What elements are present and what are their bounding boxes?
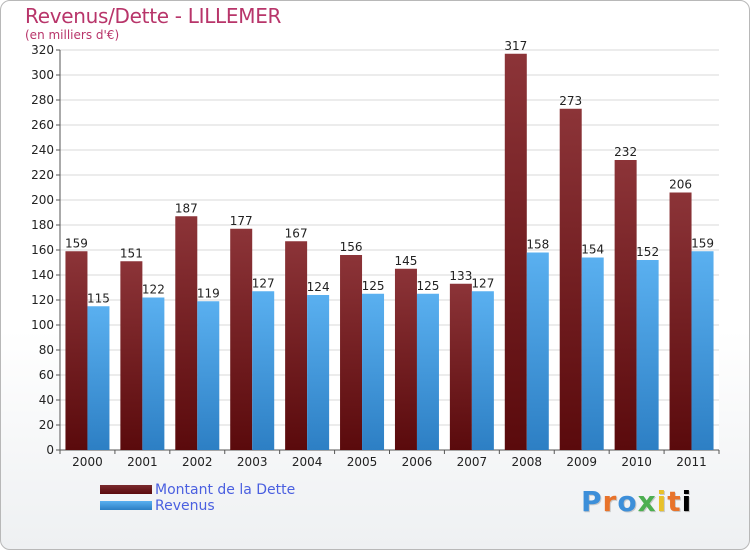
x-tick-label: 2006 — [402, 455, 433, 469]
debt-value-label: 156 — [340, 240, 363, 254]
y-tick-label: 80 — [39, 343, 54, 357]
revenue-value-label: 127 — [471, 276, 494, 290]
chart-subtitle: (en milliers d'€) — [25, 28, 120, 42]
x-tick-label: 2004 — [292, 455, 323, 469]
x-tick-label: 2011 — [676, 455, 707, 469]
revenue-value-label: 124 — [307, 280, 330, 294]
debt-value-label: 133 — [449, 269, 472, 283]
y-tick-label: 240 — [31, 143, 54, 157]
revenue-value-label: 119 — [197, 286, 220, 300]
x-tick-label: 2003 — [237, 455, 268, 469]
debt-bar — [669, 192, 692, 450]
y-tick-label: 100 — [31, 318, 54, 332]
y-tick-label: 160 — [31, 243, 54, 257]
y-tick-label: 220 — [31, 168, 54, 182]
revenue-bar — [197, 301, 220, 450]
chart-title: Revenus/Dette - LILLEMER — [25, 4, 282, 28]
debt-bar — [285, 241, 308, 450]
debt-value-label: 232 — [614, 145, 637, 159]
debt-bar — [394, 268, 417, 450]
x-tick-label: 2005 — [347, 455, 378, 469]
x-tick-label: 2008 — [512, 455, 543, 469]
revenue-value-label: 154 — [581, 243, 604, 257]
revenue-value-label: 125 — [417, 279, 440, 293]
legend-swatch-revenue — [100, 501, 152, 510]
y-tick-label: 40 — [39, 393, 54, 407]
legend-label-debt: Montant de la Dette — [155, 482, 296, 498]
y-tick-label: 140 — [31, 268, 54, 282]
revenue-bar — [636, 260, 659, 450]
revenue-bar — [691, 251, 714, 450]
revenue-bar — [87, 306, 110, 450]
x-tick-label: 2009 — [566, 455, 597, 469]
y-tick-label: 0 — [46, 443, 54, 457]
revenue-value-label: 125 — [362, 279, 385, 293]
y-tick-label: 200 — [31, 193, 54, 207]
revenue-bar — [252, 291, 275, 450]
revenue-bar — [416, 293, 439, 450]
debt-value-label: 273 — [559, 94, 582, 108]
y-tick-label: 20 — [39, 418, 54, 432]
revenue-bar — [526, 252, 549, 450]
x-tick-label: 2001 — [127, 455, 158, 469]
debt-bar — [65, 251, 88, 450]
debt-value-label: 159 — [65, 236, 88, 250]
revenue-bar — [581, 257, 604, 450]
debt-value-label: 187 — [175, 201, 198, 215]
y-tick-label: 300 — [31, 68, 54, 82]
debt-bar — [175, 216, 198, 450]
revenue-value-label: 159 — [691, 236, 714, 250]
revenue-value-label: 115 — [87, 291, 110, 305]
debt-value-label: 167 — [285, 226, 308, 240]
debt-value-label: 317 — [504, 39, 527, 53]
debt-bar — [449, 283, 472, 450]
x-tick-label: 2000 — [72, 455, 103, 469]
legend-label-revenue: Revenus — [155, 498, 215, 514]
y-tick-label: 320 — [31, 43, 54, 57]
debt-value-label: 145 — [395, 254, 418, 268]
legend-swatch-debt — [100, 485, 152, 494]
proxiti-logo: Proxiti — [581, 485, 693, 518]
revenue-value-label: 127 — [252, 276, 275, 290]
x-tick-label: 2010 — [621, 455, 652, 469]
y-tick-label: 260 — [31, 118, 54, 132]
revenue-value-label: 122 — [142, 283, 165, 297]
revenue-bar — [307, 295, 330, 450]
revenue-value-label: 158 — [526, 238, 549, 252]
debt-value-label: 177 — [230, 214, 253, 228]
revenue-value-label: 152 — [636, 245, 659, 259]
x-tick-label: 2002 — [182, 455, 213, 469]
debt-bar — [614, 160, 637, 450]
y-tick-label: 60 — [39, 368, 54, 382]
debt-bar — [230, 228, 253, 450]
debt-bar — [504, 53, 527, 450]
x-tick-label: 2007 — [457, 455, 488, 469]
revenue-bar — [362, 293, 385, 450]
y-tick-label: 180 — [31, 218, 54, 232]
y-tick-label: 120 — [31, 293, 54, 307]
revenue-bar — [471, 291, 494, 450]
debt-value-label: 206 — [669, 178, 692, 192]
debt-bar — [559, 108, 582, 450]
debt-bar — [340, 255, 363, 450]
debt-value-label: 151 — [120, 246, 143, 260]
debt-bar — [120, 261, 143, 450]
y-tick-label: 280 — [31, 93, 54, 107]
revenue-bar — [142, 297, 165, 450]
